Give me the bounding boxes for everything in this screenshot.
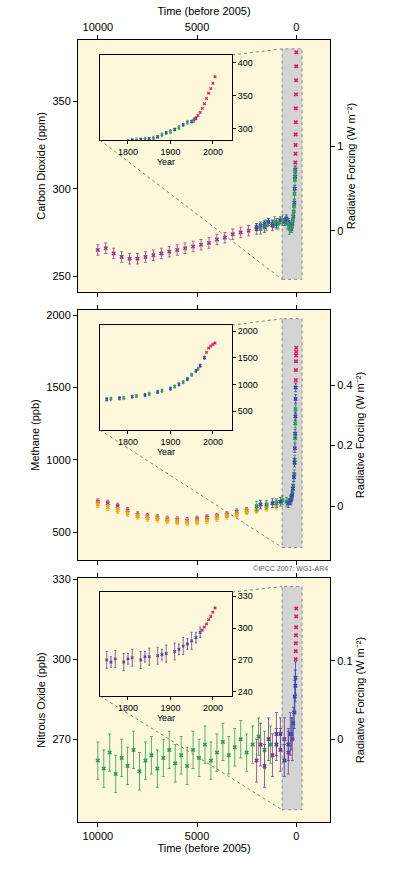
svg-text:2000: 2000 [203, 703, 223, 713]
svg-text:Methane (ppb): Methane (ppb) [29, 399, 41, 471]
svg-text:Nitrous Oxide (ppb): Nitrous Oxide (ppb) [35, 652, 47, 747]
svg-text:400: 400 [238, 58, 253, 68]
svg-text:0.1: 0.1 [337, 655, 352, 667]
svg-text:2000: 2000 [238, 326, 258, 336]
svg-text:270: 270 [52, 733, 70, 745]
svg-text:1800: 1800 [118, 703, 138, 713]
svg-text:10000: 10000 [83, 830, 114, 842]
svg-text:270: 270 [238, 655, 253, 665]
svg-text:0.4: 0.4 [337, 379, 352, 391]
svg-text:Time (before 2005): Time (before 2005) [157, 5, 250, 17]
svg-text:Radiative Forcing (W m⁻²): Radiative Forcing (W m⁻²) [345, 103, 357, 229]
svg-text:©IPCC 2007: WG1-AR4: ©IPCC 2007: WG1-AR4 [253, 565, 328, 572]
svg-text:1000: 1000 [46, 454, 70, 466]
svg-text:1500: 1500 [46, 381, 70, 393]
svg-text:Year: Year [157, 713, 175, 723]
svg-text:Time (before 2005): Time (before 2005) [157, 842, 250, 854]
svg-text:1800: 1800 [118, 437, 138, 447]
svg-text:330: 330 [238, 591, 253, 601]
svg-text:0: 0 [293, 830, 299, 842]
svg-text:Radiative Forcing (W m⁻²): Radiative Forcing (W m⁻²) [354, 372, 366, 498]
svg-text:300: 300 [52, 653, 70, 665]
svg-text:500: 500 [238, 406, 253, 416]
svg-text:5000: 5000 [185, 21, 209, 33]
svg-text:240: 240 [238, 687, 253, 697]
svg-text:350: 350 [238, 91, 253, 101]
svg-text:1900: 1900 [160, 437, 180, 447]
svg-text:1900: 1900 [160, 147, 180, 157]
svg-text:0: 0 [337, 733, 343, 745]
svg-text:5000: 5000 [185, 830, 209, 842]
svg-text:300: 300 [238, 124, 253, 134]
svg-text:330: 330 [52, 573, 70, 585]
svg-text:1900: 1900 [160, 703, 180, 713]
svg-text:0: 0 [293, 21, 299, 33]
svg-text:2000: 2000 [203, 147, 223, 157]
svg-text:300: 300 [238, 623, 253, 633]
svg-text:0: 0 [337, 500, 343, 512]
svg-text:250: 250 [52, 270, 70, 282]
svg-text:Year: Year [157, 157, 175, 167]
svg-text:0: 0 [337, 225, 343, 237]
svg-text:2000: 2000 [203, 437, 223, 447]
svg-text:Carbon Dioxide (ppm): Carbon Dioxide (ppm) [35, 112, 47, 220]
svg-text:0.2: 0.2 [337, 439, 352, 451]
svg-text:Year: Year [157, 447, 175, 457]
svg-text:2000: 2000 [46, 309, 70, 321]
svg-text:10000: 10000 [83, 21, 114, 33]
svg-text:500: 500 [52, 526, 70, 538]
svg-text:300: 300 [52, 183, 70, 195]
svg-text:350: 350 [52, 95, 70, 107]
svg-text:1000: 1000 [238, 380, 258, 390]
svg-text:1: 1 [337, 140, 343, 152]
svg-text:1500: 1500 [238, 353, 258, 363]
svg-text:Radiative Forcing (W m⁻²): Radiative Forcing (W m⁻²) [354, 637, 366, 763]
svg-text:1800: 1800 [118, 147, 138, 157]
